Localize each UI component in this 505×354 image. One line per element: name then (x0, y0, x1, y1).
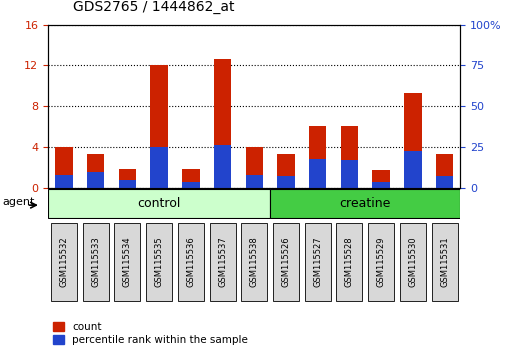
Bar (309, 126, 326, 188)
Text: GSM115529: GSM115529 (376, 237, 385, 287)
Bar (309, 159, 326, 188)
Text: GSM115527: GSM115527 (313, 236, 322, 287)
FancyBboxPatch shape (82, 223, 109, 301)
Bar (340, 160, 358, 188)
Bar (55, 176, 73, 188)
Text: agent: agent (3, 197, 35, 207)
FancyBboxPatch shape (272, 223, 298, 301)
Bar (182, 169, 199, 188)
Text: GSM115537: GSM115537 (218, 236, 227, 287)
Bar (150, 65, 168, 188)
Bar (403, 151, 421, 188)
Bar (214, 145, 231, 188)
Text: creatine: creatine (339, 197, 390, 210)
FancyBboxPatch shape (146, 223, 172, 301)
Text: GSM115536: GSM115536 (186, 236, 195, 287)
Bar (435, 176, 452, 188)
Bar (277, 154, 294, 188)
Text: GSM115538: GSM115538 (249, 236, 258, 287)
Text: GSM115531: GSM115531 (439, 236, 448, 287)
Bar (118, 169, 136, 188)
FancyBboxPatch shape (177, 223, 204, 301)
Bar (277, 176, 294, 188)
FancyBboxPatch shape (51, 223, 77, 301)
Bar (435, 154, 452, 188)
Bar (118, 181, 136, 188)
Bar (245, 176, 263, 188)
FancyBboxPatch shape (368, 223, 393, 301)
Bar (372, 170, 389, 188)
Bar (403, 93, 421, 188)
Bar (150, 147, 168, 188)
FancyBboxPatch shape (241, 223, 267, 301)
Bar (214, 59, 231, 188)
FancyBboxPatch shape (114, 223, 140, 301)
Bar (270, 189, 460, 218)
Text: GSM115535: GSM115535 (155, 236, 163, 287)
Text: GSM115526: GSM115526 (281, 236, 290, 287)
Bar (87, 172, 104, 188)
Text: GSM115532: GSM115532 (59, 236, 68, 287)
Bar (372, 182, 389, 188)
Bar (182, 182, 199, 188)
Text: control: control (137, 197, 180, 210)
Text: GSM115533: GSM115533 (91, 236, 100, 287)
Text: GDS2765 / 1444862_at: GDS2765 / 1444862_at (73, 0, 234, 14)
Bar (48, 189, 270, 218)
FancyBboxPatch shape (209, 223, 235, 301)
Bar (340, 126, 358, 188)
Text: GSM115530: GSM115530 (408, 236, 417, 287)
Text: GSM115534: GSM115534 (123, 236, 132, 287)
Bar (245, 147, 263, 188)
FancyBboxPatch shape (431, 223, 457, 301)
Legend: count, percentile rank within the sample: count, percentile rank within the sample (53, 322, 247, 345)
Text: GSM115528: GSM115528 (344, 236, 353, 287)
Bar (87, 154, 104, 188)
FancyBboxPatch shape (399, 223, 425, 301)
Bar (55, 147, 73, 188)
FancyBboxPatch shape (304, 223, 330, 301)
FancyBboxPatch shape (336, 223, 362, 301)
